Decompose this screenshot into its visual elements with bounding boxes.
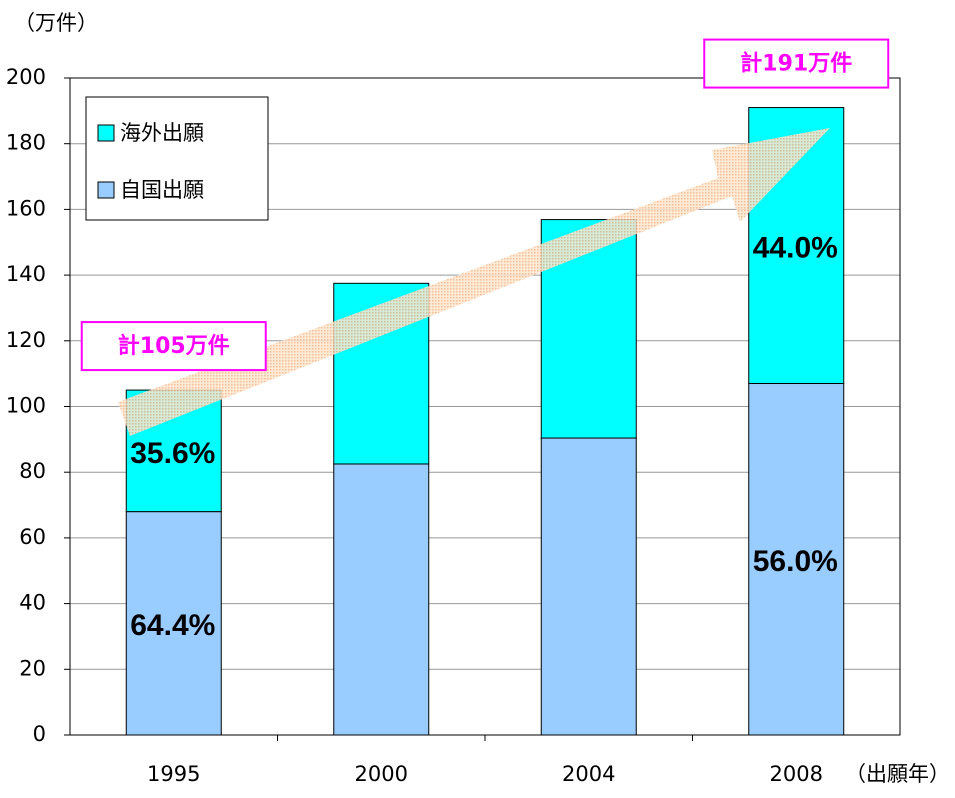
y-tick-label: 180 [6, 131, 46, 155]
trend-arrow [118, 128, 830, 436]
x-tick-label: 1995 [147, 762, 200, 786]
x-tick-label: 2000 [355, 762, 408, 786]
legend-label: 海外出願 [120, 121, 204, 145]
bar-segment [748, 383, 845, 736]
x-tick-label: 2004 [562, 762, 615, 786]
share-label: 64.4% [130, 609, 215, 642]
y-tick-label: 160 [6, 196, 46, 220]
bar-segment [333, 463, 430, 736]
legend-swatch [97, 181, 115, 199]
share-label: 44.0% [753, 231, 838, 264]
total-label-box [80, 321, 267, 372]
y-tick-label: 40 [19, 591, 46, 615]
plot-border [69, 77, 901, 736]
y-tick-label: 20 [19, 656, 46, 680]
legend [85, 96, 269, 221]
share-label: 56.0% [753, 545, 838, 578]
total-label-box [703, 38, 890, 89]
y-tick-label: 140 [6, 262, 46, 286]
legend-label: 自国出願 [120, 178, 204, 202]
y-unit-label: （万件） [14, 11, 98, 35]
bar-segment [540, 437, 637, 736]
y-tick-label: 100 [6, 394, 46, 418]
share-label: 35.6% [130, 437, 215, 470]
total-label: 計191万件 [740, 51, 852, 77]
y-tick-label: 80 [19, 459, 46, 483]
legend-swatch [97, 124, 115, 142]
y-tick-label: 200 [6, 65, 46, 89]
x-tick-label: 2008 [770, 762, 823, 786]
total-label: 計105万件 [118, 333, 230, 359]
y-tick-label: 0 [33, 722, 46, 746]
y-tick-label: 60 [19, 525, 46, 549]
x-axis-label: （出願年） [845, 762, 950, 786]
y-tick-label: 120 [6, 328, 46, 352]
